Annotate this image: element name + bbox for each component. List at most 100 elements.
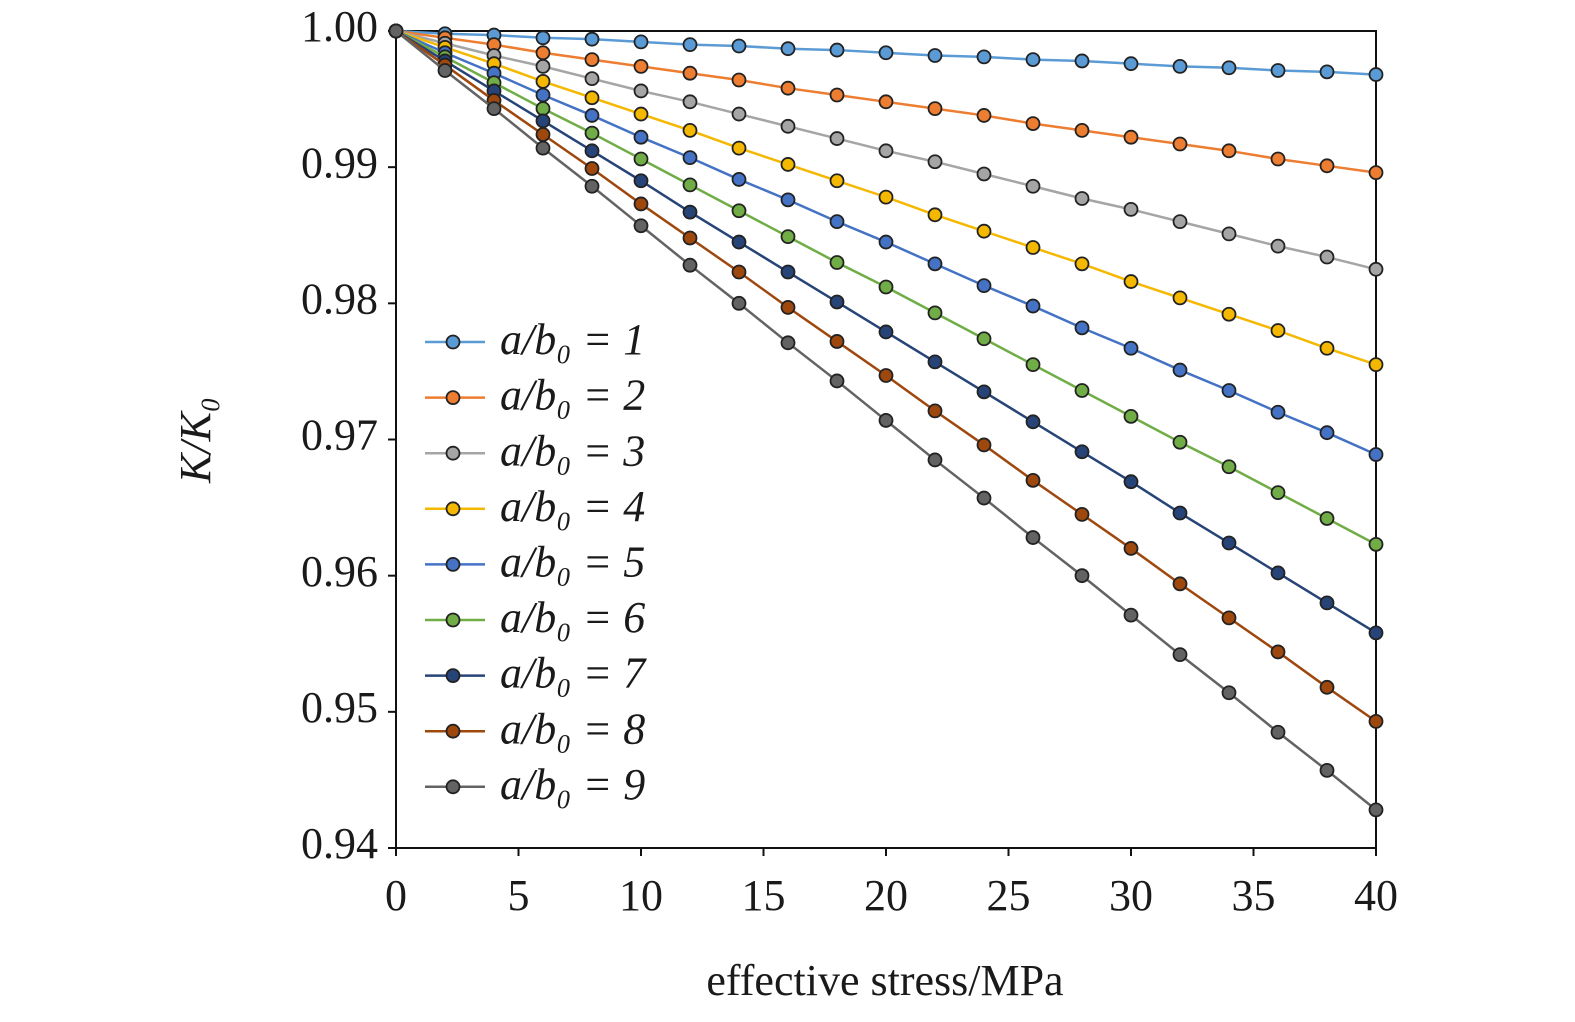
data-point [1074,444,1090,460]
data-point [1123,274,1139,289]
x-tick-label: 25 [987,871,1031,920]
legend-marker [445,501,461,517]
data-point [878,279,894,295]
data-point [731,172,747,187]
data-point [437,63,453,78]
data-point [780,41,796,57]
data-point [780,192,796,208]
data-point [682,230,698,246]
data-point [682,37,698,53]
data-point [1025,178,1041,194]
x-tick-label: 5 [508,871,530,920]
data-point [976,166,992,182]
legend-label: a/b₀ = 6 [500,593,645,642]
data-point [731,295,747,311]
data-point [1025,240,1041,255]
data-point [535,101,551,117]
data-point [1319,340,1335,356]
data-point [1319,425,1335,441]
data-point [535,127,551,142]
data-point [976,278,992,294]
series [388,23,1384,552]
data-point [1221,226,1237,242]
data-point [780,80,796,96]
data-point [1025,472,1041,488]
data-point [829,42,845,58]
legend-label: a/b₀ = 9 [500,760,645,809]
data-point [1319,762,1335,778]
data-point [633,34,649,50]
data-point [1221,535,1237,551]
data-point [682,177,698,193]
data-point [1270,485,1286,501]
data-point [731,106,747,122]
data-point [1368,713,1384,729]
legend-label: a/b₀ = 3 [500,426,645,475]
data-point [1172,434,1188,450]
data-point [535,140,551,156]
data-point [1123,56,1139,72]
data-point [878,413,894,428]
data-point [1172,59,1188,74]
data-point [535,59,551,74]
data-point [1172,214,1188,230]
data-point [682,204,698,220]
data-point [535,45,551,61]
x-axis-label: effective stress/MPa [706,956,1063,1005]
data-point [1123,340,1139,356]
data-point [927,452,943,468]
data-point [1368,536,1384,552]
data-point [535,30,551,46]
series [388,23,1384,729]
data-point [927,305,943,321]
data-point [584,108,600,123]
data-point [878,324,894,340]
data-point [927,48,943,63]
data-point [731,72,747,88]
data-point [829,214,845,230]
y-axis-label: K/K₀ [171,397,220,484]
data-point [1025,52,1041,67]
data-point [1270,238,1286,254]
legend-marker [445,779,461,795]
data-point [1368,447,1384,462]
data-point [682,65,698,81]
data-point [1221,685,1237,701]
data-point [1221,383,1237,398]
data-point [829,87,845,103]
data-point [682,257,698,273]
data-point [829,255,845,270]
legend-marker [445,668,461,683]
data-point [1221,143,1237,159]
data-point [1270,644,1286,660]
data-point [1123,474,1139,490]
data-point [927,354,943,370]
data-point [1025,414,1041,430]
data-point [976,384,992,400]
data-point [1221,459,1237,475]
data-point [976,437,992,453]
data-point [976,331,992,347]
data-point [780,335,796,351]
legend-label: a/b₀ = 2 [500,371,645,420]
data-point [584,71,600,87]
data-point [633,129,649,145]
data-point [633,196,649,212]
y-tick-label: 0.96 [301,547,378,596]
data-point [1172,290,1188,306]
data-point [633,218,649,234]
data-point [1172,505,1188,521]
data-point [584,31,600,47]
x-tick-label: 15 [742,871,786,920]
x-tick-label: 0 [385,871,407,920]
data-point [829,173,845,189]
data-point [1123,201,1139,217]
data-point [633,59,649,74]
data-point [486,101,502,117]
data-point [1270,323,1286,338]
data-point [1368,165,1384,181]
data-point [1270,63,1286,78]
data-point [1074,320,1090,336]
legend-marker [445,723,461,739]
